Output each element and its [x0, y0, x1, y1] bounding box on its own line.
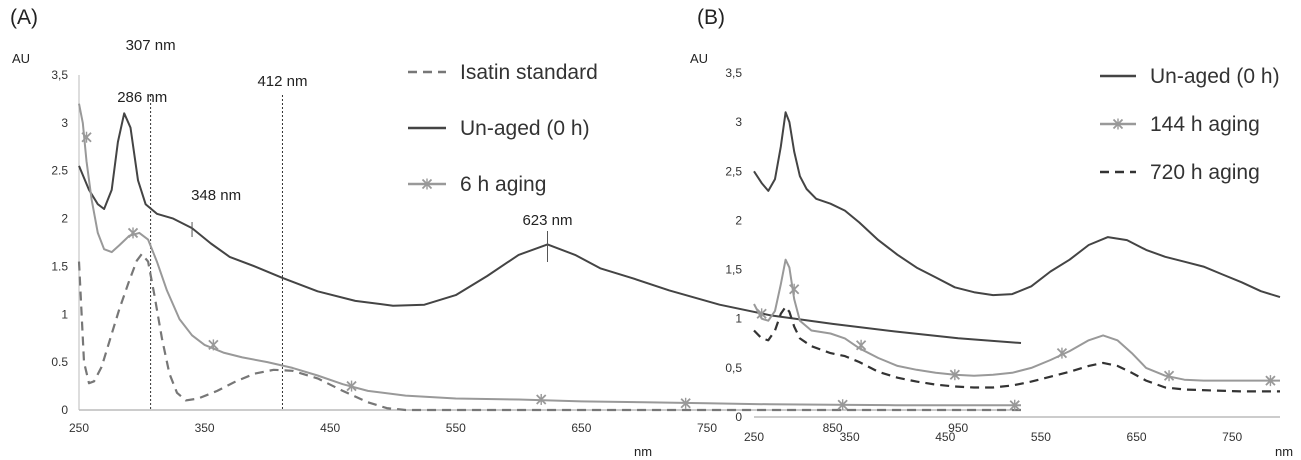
- y-tick-label: 0: [61, 403, 68, 417]
- x-tick-label: 350: [195, 421, 215, 435]
- series-marker: [1265, 375, 1276, 387]
- y-tick-label: 3: [61, 116, 68, 130]
- x-tick-label: 750: [697, 421, 717, 435]
- legend-label: Isatin standard: [460, 61, 598, 84]
- x-tick-label: 450: [320, 421, 340, 435]
- x-tick-label: 850: [823, 421, 843, 435]
- series-line-1: [753, 111, 1281, 299]
- series-marker: [536, 393, 547, 405]
- y-tick-label: 0.5: [51, 355, 68, 369]
- series-marker: [1056, 347, 1068, 359]
- panel-b: (B) AU nm 250 350 450 550 650 750 0 0,5 1 1,5 2 2,…: [690, 6, 1293, 459]
- series-marker: [837, 399, 848, 411]
- series-marker: [756, 308, 767, 320]
- panel-b-x-unit: nm: [1275, 444, 1293, 459]
- y-tick-label: 1,5: [725, 263, 742, 277]
- y-tick-label: 0,5: [725, 361, 742, 375]
- x-tick-label: 650: [1127, 430, 1147, 444]
- x-tick-label: 550: [1031, 430, 1051, 444]
- y-tick-label: 2.5: [51, 164, 68, 178]
- series-marker: [949, 369, 960, 381]
- y-tick-label: 2: [61, 212, 68, 226]
- series-line-3: [753, 305, 1280, 393]
- series-marker: [1009, 399, 1020, 411]
- peak-annotation: 307 nm: [126, 37, 176, 54]
- y-tick-label: 3,5: [51, 68, 68, 82]
- series-line-2: [753, 258, 1280, 382]
- y-tick-label: 2,5: [725, 164, 742, 178]
- y-tick-label: 3,5: [725, 66, 742, 80]
- series-marker: [208, 339, 219, 351]
- series-marker: [680, 397, 691, 409]
- y-tick-label: 1: [61, 307, 68, 321]
- peak-annotation: 623 nm: [522, 212, 572, 229]
- panel-a-y-unit: AU: [12, 51, 30, 66]
- y-tick-label: 1.5: [51, 259, 68, 273]
- peak-annotation: 348 nm: [191, 187, 241, 204]
- legend-label: 144 h aging: [1150, 113, 1260, 136]
- peak-annotation: 412 nm: [257, 73, 307, 90]
- legend-marker: [1112, 118, 1124, 130]
- y-tick-label: 1: [735, 312, 742, 326]
- legend-label: 720 h aging: [1150, 161, 1260, 184]
- peak-annotation: 286 nm: [117, 89, 167, 106]
- x-tick-label: 950: [948, 421, 968, 435]
- series-marker: [1163, 370, 1175, 382]
- x-tick-label: 250: [744, 430, 764, 444]
- series-line-1: [77, 252, 1021, 412]
- series-marker: [855, 339, 867, 351]
- legend-label: Un-aged (0 h): [460, 117, 590, 140]
- legend-label: 6 h aging: [460, 173, 546, 196]
- panel-a: (A) AU nm 250 350 450 550 650 750 850 950 0 0.5 1…: [10, 6, 1022, 459]
- y-tick-label: 2: [735, 213, 742, 227]
- x-tick-label: 450: [935, 430, 955, 444]
- series-marker: [127, 227, 139, 239]
- panel-b-label: (B): [697, 6, 725, 29]
- x-tick-label: 350: [840, 430, 860, 444]
- x-tick-label: 250: [69, 421, 89, 435]
- panel-a-x-unit: nm: [634, 444, 652, 459]
- series-line-2: [78, 112, 1022, 344]
- x-tick-label: 550: [446, 421, 466, 435]
- series-marker: [81, 131, 92, 143]
- y-tick-label: 0: [735, 410, 742, 424]
- legend-marker: [421, 178, 433, 190]
- x-tick-label: 650: [571, 421, 591, 435]
- x-tick-label: 750: [1222, 430, 1242, 444]
- panel-a-label: (A): [10, 6, 38, 29]
- series-marker: [346, 380, 357, 392]
- y-tick-label: 3: [735, 115, 742, 129]
- series-marker: [789, 283, 800, 295]
- legend-label: Un-aged (0 h): [1150, 65, 1280, 88]
- series-line-3: [78, 103, 1021, 407]
- panel-b-y-unit: AU: [690, 51, 708, 66]
